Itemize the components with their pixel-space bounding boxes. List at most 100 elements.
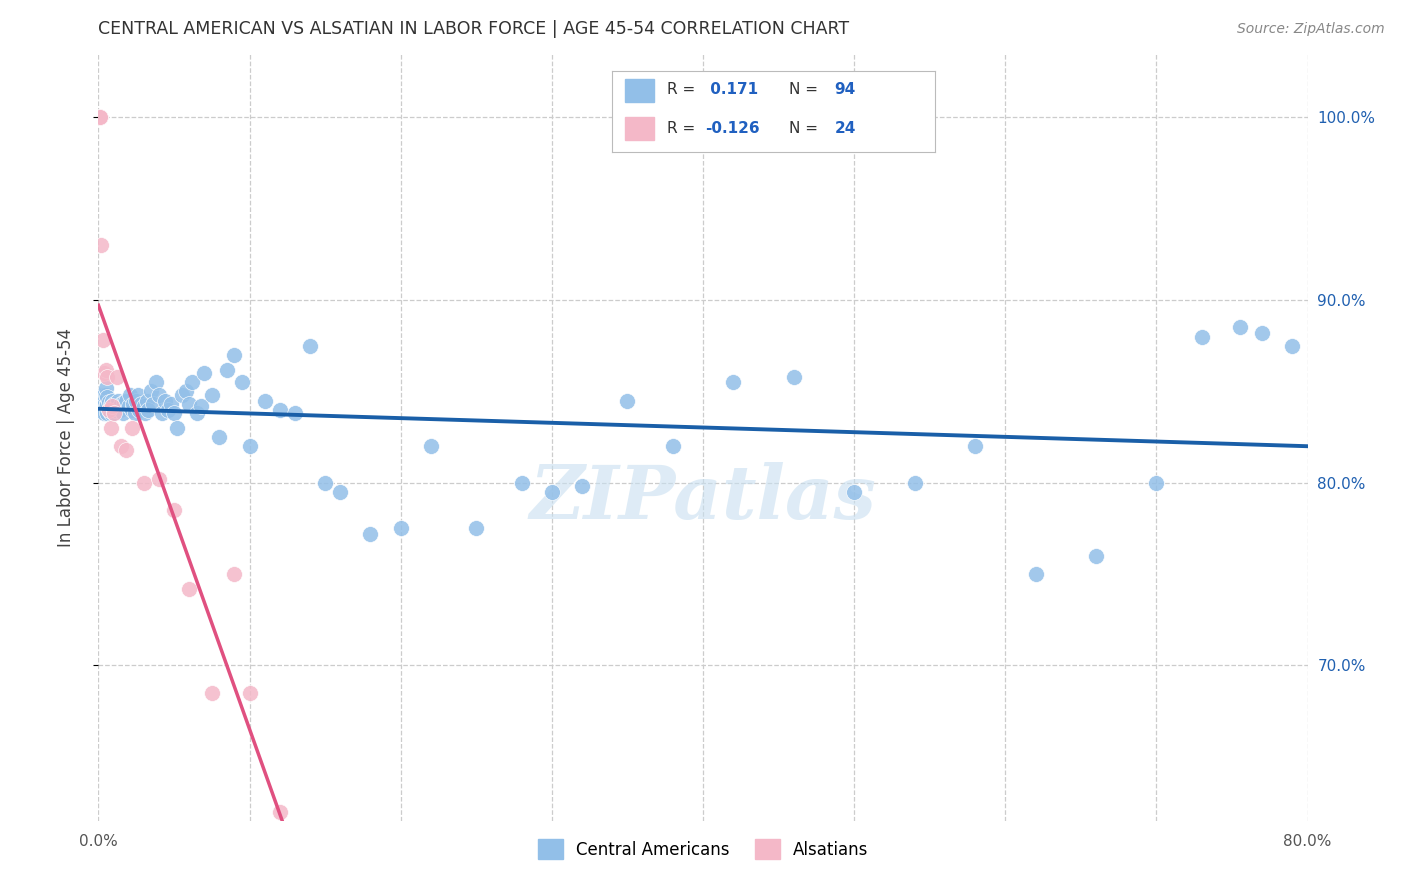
Point xyxy=(269,805,291,819)
Point xyxy=(269,402,291,417)
Point xyxy=(904,475,927,490)
Text: Source: ZipAtlas.com: Source: ZipAtlas.com xyxy=(1237,22,1385,37)
Point xyxy=(329,484,352,499)
Point xyxy=(124,406,146,420)
Point xyxy=(89,111,111,125)
Point xyxy=(112,395,135,409)
Point xyxy=(93,393,115,408)
Point xyxy=(844,484,866,499)
Point xyxy=(118,399,141,413)
Point xyxy=(160,397,183,411)
Point xyxy=(193,366,215,380)
Point xyxy=(132,399,155,413)
Point xyxy=(145,376,167,390)
Point xyxy=(121,402,143,417)
Point xyxy=(163,503,186,517)
Point xyxy=(510,475,533,490)
Point xyxy=(284,406,307,420)
Point xyxy=(94,362,117,376)
Point xyxy=(105,369,128,384)
Text: CENTRAL AMERICAN VS ALSATIAN IN LABOR FORCE | AGE 45-54 CORRELATION CHART: CENTRAL AMERICAN VS ALSATIAN IN LABOR FO… xyxy=(98,21,849,38)
Text: 24: 24 xyxy=(835,121,856,136)
Point xyxy=(114,393,136,408)
Point xyxy=(224,348,246,362)
Point xyxy=(103,406,125,420)
Point xyxy=(98,402,121,417)
Point xyxy=(201,388,224,402)
Point xyxy=(148,388,170,402)
Point xyxy=(420,439,443,453)
Point xyxy=(141,384,163,399)
Text: 94: 94 xyxy=(835,82,856,97)
Point xyxy=(965,439,987,453)
Point xyxy=(148,472,170,486)
Point xyxy=(103,406,125,420)
Text: 0.171: 0.171 xyxy=(706,82,758,97)
Point xyxy=(1024,567,1046,582)
Text: N =: N = xyxy=(790,121,824,136)
Point xyxy=(101,393,124,408)
Point xyxy=(136,402,159,417)
Point xyxy=(179,397,201,411)
Point xyxy=(122,397,145,411)
Point xyxy=(540,484,562,499)
Point xyxy=(89,397,111,411)
Point xyxy=(224,567,246,582)
Point xyxy=(91,333,114,347)
Point xyxy=(125,393,148,408)
Point xyxy=(186,406,208,420)
Point xyxy=(89,402,111,417)
Point xyxy=(134,406,156,420)
Point xyxy=(96,369,118,384)
Point xyxy=(1251,326,1274,340)
Point xyxy=(179,582,201,596)
Point xyxy=(360,527,382,541)
Point xyxy=(156,402,179,417)
Point xyxy=(201,686,224,700)
Point xyxy=(181,376,204,390)
Point xyxy=(1144,475,1167,490)
Point xyxy=(121,421,143,435)
Point xyxy=(231,376,253,390)
Point xyxy=(239,439,262,453)
Point xyxy=(661,439,683,453)
Point xyxy=(163,406,186,420)
Point xyxy=(93,388,115,402)
Point xyxy=(1281,339,1303,353)
Point xyxy=(94,381,117,395)
Point xyxy=(208,430,231,444)
Point xyxy=(253,393,276,408)
Point xyxy=(174,384,197,399)
Point xyxy=(215,362,238,376)
Point xyxy=(111,406,134,420)
Point xyxy=(465,521,488,535)
Point xyxy=(105,399,128,413)
Point xyxy=(170,388,193,402)
Point xyxy=(1229,320,1251,334)
Point xyxy=(96,397,118,411)
Point xyxy=(98,402,121,417)
Point xyxy=(107,393,129,408)
Point xyxy=(96,390,118,404)
Point xyxy=(1085,549,1108,563)
Point xyxy=(104,402,127,417)
Point xyxy=(129,397,152,411)
Point xyxy=(91,402,114,417)
Point xyxy=(90,388,112,402)
Point xyxy=(110,397,132,411)
Point xyxy=(153,393,176,408)
Text: N =: N = xyxy=(790,82,824,97)
Point xyxy=(314,475,336,490)
Y-axis label: In Labor Force | Age 45-54: In Labor Force | Age 45-54 xyxy=(56,327,75,547)
Point xyxy=(94,399,117,413)
Point xyxy=(127,388,149,402)
Point xyxy=(616,393,638,408)
Point xyxy=(166,421,188,435)
Point xyxy=(91,397,114,411)
Point xyxy=(100,406,122,420)
Point xyxy=(100,421,122,435)
Point xyxy=(93,366,115,380)
Point xyxy=(98,395,121,409)
Point xyxy=(90,393,112,408)
Point xyxy=(100,397,122,411)
